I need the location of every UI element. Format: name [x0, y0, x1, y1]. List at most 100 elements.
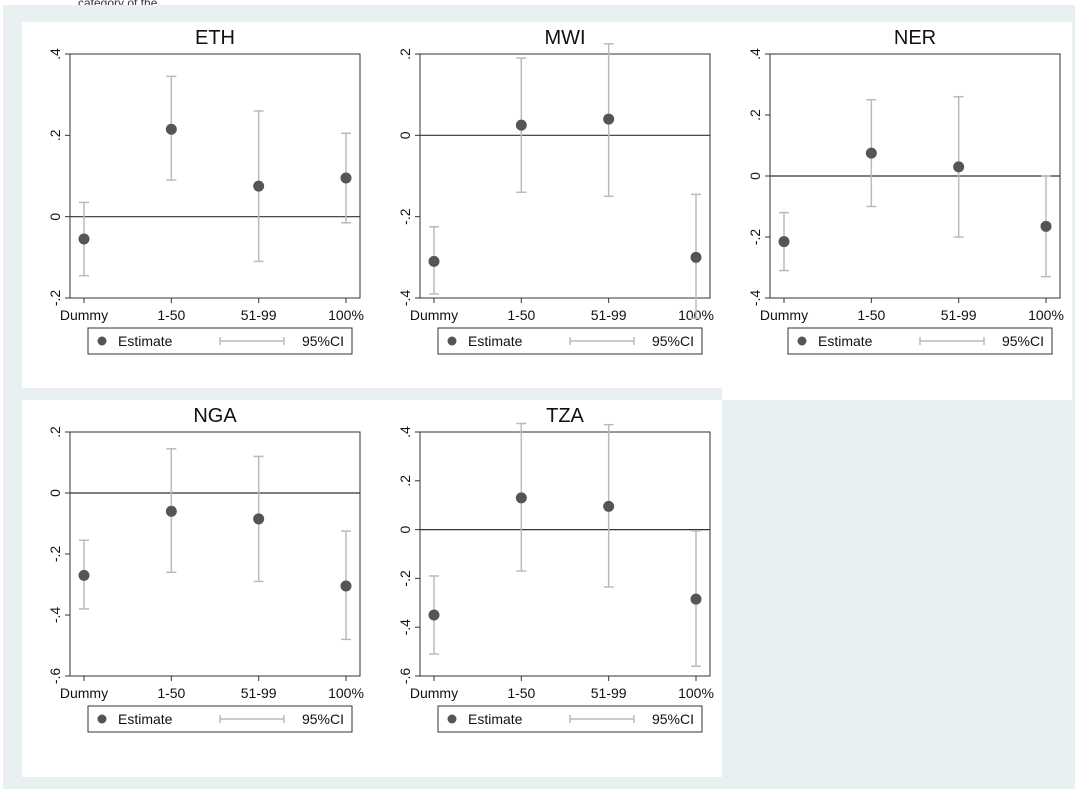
legend-ci-label: 95%CI	[1002, 333, 1044, 349]
y-tick-label: .2	[397, 475, 413, 487]
y-tick-label: -.2	[397, 208, 413, 225]
estimate-point-100%	[690, 251, 702, 263]
chart-title: MWI	[544, 27, 585, 49]
legend: Estimate 95%CI	[437, 705, 703, 733]
estimate-point-51-99	[253, 180, 265, 192]
legend-ci-label: 95%CI	[652, 711, 694, 727]
estimate-point-51-99	[603, 500, 615, 512]
estimate-point-100%	[690, 593, 702, 605]
x-tick-label: Dummy	[760, 307, 808, 323]
legend-estimate-label: Estimate	[118, 333, 173, 349]
chart-title: TZA	[546, 405, 584, 427]
x-tick-label: 1-50	[507, 307, 535, 323]
chart-title: ETH	[195, 27, 235, 49]
x-tick-label: 51-99	[241, 307, 277, 323]
legend-estimate-marker	[97, 714, 107, 724]
legend-estimate-marker	[97, 336, 107, 346]
estimate-point-Dummy	[428, 609, 440, 621]
estimate-point-1-50	[165, 123, 177, 135]
x-tick-label: 51-99	[241, 685, 277, 701]
panel-background	[372, 22, 722, 388]
estimate-point-Dummy	[778, 236, 790, 248]
legend-ci-label: 95%CI	[302, 333, 344, 349]
panels-layer: ETH -.2 0 .2 .4 Dummy 1-50 51-99 100% Estimate 95%…	[22, 22, 1072, 777]
x-tick-label: 100%	[328, 685, 364, 701]
plot-frame	[419, 431, 711, 677]
x-tick-label: 1-50	[157, 307, 185, 323]
estimate-point-1-50	[515, 492, 527, 504]
estimate-point-51-99	[603, 113, 615, 125]
estimate-point-51-99	[953, 161, 965, 173]
legend: Estimate 95%CI	[787, 327, 1053, 355]
x-tick-label: 51-99	[591, 685, 627, 701]
x-tick-label: Dummy	[60, 307, 108, 323]
y-tick-label: 0	[47, 489, 63, 497]
estimate-point-Dummy	[78, 569, 90, 581]
estimate-point-1-50	[865, 147, 877, 159]
chart-title: NGA	[193, 405, 237, 427]
legend-estimate-marker	[447, 714, 457, 724]
x-tick-label: 100%	[678, 685, 714, 701]
legend-estimate-label: Estimate	[818, 333, 873, 349]
y-tick-label: .4	[47, 48, 63, 60]
legend-estimate-label: Estimate	[118, 711, 173, 727]
legend: Estimate 95%CI	[87, 705, 353, 733]
y-tick-label: .4	[397, 426, 413, 438]
legend-estimate-label: Estimate	[468, 711, 523, 727]
y-tick-label: -.4	[747, 290, 763, 307]
estimate-point-51-99	[253, 513, 265, 525]
estimate-point-1-50	[165, 505, 177, 517]
y-tick-label: -.2	[47, 290, 63, 307]
y-tick-label: -.6	[47, 668, 63, 685]
y-tick-label: .2	[47, 129, 63, 141]
y-tick-label: .4	[747, 48, 763, 60]
chart-title: NER	[894, 27, 936, 49]
y-tick-label: -.4	[47, 607, 63, 624]
x-tick-label: 51-99	[941, 307, 977, 323]
x-tick-label: Dummy	[410, 685, 458, 701]
estimate-point-Dummy	[78, 233, 90, 245]
x-tick-label: 1-50	[507, 685, 535, 701]
legend: Estimate 95%CI	[87, 327, 353, 355]
estimate-point-100%	[340, 580, 352, 592]
legend-estimate-label: Estimate	[468, 333, 523, 349]
panel-ner: NER -.4 -.2 0 .2 .4 Dummy 1-50 51-99 100% Estimate…	[722, 22, 1072, 400]
y-tick-label: 0	[397, 525, 413, 533]
legend-ci-label: 95%CI	[302, 711, 344, 727]
x-tick-label: Dummy	[410, 307, 458, 323]
x-tick-label: 1-50	[157, 685, 185, 701]
estimate-point-100%	[1040, 220, 1052, 232]
legend-ci-label: 95%CI	[652, 333, 694, 349]
x-tick-label: 51-99	[591, 307, 627, 323]
plot-frame	[69, 53, 361, 299]
legend-estimate-marker	[797, 336, 807, 346]
panel-nga: NGA -.6 -.4 -.2 0 .2 Dummy 1-50 51-99 100% Estimat…	[22, 400, 372, 777]
y-tick-label: -.6	[397, 668, 413, 685]
x-tick-label: 100%	[328, 307, 364, 323]
y-tick-label: -.4	[397, 290, 413, 307]
plot-frame	[419, 53, 711, 299]
panel-tza: TZA -.6 -.4 -.2 0 .2 .4 Dummy 1-50 51-99 100% Estim…	[372, 400, 722, 777]
x-tick-label: 100%	[1028, 307, 1064, 323]
y-tick-label: .2	[397, 48, 413, 60]
x-tick-label: 1-50	[857, 307, 885, 323]
legend: Estimate 95%CI	[437, 327, 703, 355]
estimate-point-1-50	[515, 119, 527, 131]
estimate-point-100%	[340, 172, 352, 184]
estimate-point-Dummy	[428, 255, 440, 267]
panel-eth: ETH -.2 0 .2 .4 Dummy 1-50 51-99 100% Estimate 95%…	[22, 22, 372, 388]
y-tick-label: -.4	[397, 619, 413, 636]
y-tick-label: -.2	[747, 229, 763, 246]
y-tick-label: 0	[397, 131, 413, 139]
y-tick-label: -.2	[47, 546, 63, 563]
x-tick-label: Dummy	[60, 685, 108, 701]
y-tick-label: .2	[747, 109, 763, 121]
panel-background	[22, 22, 372, 388]
y-tick-label: -.2	[397, 570, 413, 587]
y-tick-label: .2	[47, 426, 63, 438]
legend-estimate-marker	[447, 336, 457, 346]
y-tick-label: 0	[47, 213, 63, 221]
y-tick-label: 0	[747, 172, 763, 180]
